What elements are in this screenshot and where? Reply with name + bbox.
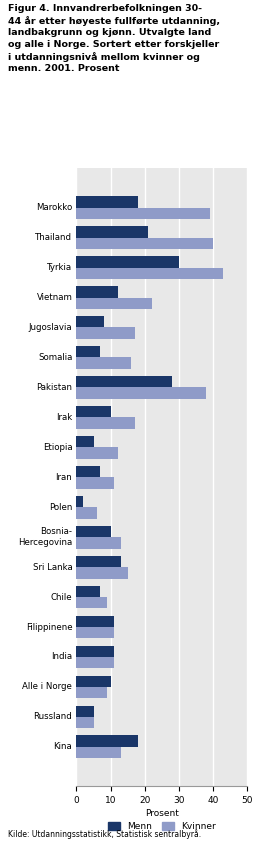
Bar bbox=[76, 346, 100, 357]
Bar bbox=[76, 267, 223, 279]
Bar bbox=[76, 736, 137, 747]
Bar bbox=[76, 537, 120, 548]
Bar bbox=[76, 747, 120, 759]
Bar bbox=[76, 298, 151, 309]
Bar bbox=[76, 706, 93, 717]
Text: Figur 4. Innvandrerbefolkningen 30-
44 år etter høyeste fullførte utdanning,
lan: Figur 4. Innvandrerbefolkningen 30- 44 å… bbox=[8, 4, 219, 73]
Bar bbox=[76, 196, 137, 208]
Bar bbox=[76, 417, 134, 429]
Bar bbox=[76, 376, 171, 388]
Text: Kilde: Utdanningsstatistikk, Statistisk sentralbyrå.: Kilde: Utdanningsstatistikk, Statistisk … bbox=[8, 829, 200, 839]
Bar bbox=[76, 208, 209, 219]
Bar bbox=[76, 466, 100, 478]
Bar bbox=[76, 316, 103, 327]
Bar bbox=[76, 286, 117, 298]
Bar bbox=[76, 567, 127, 579]
Bar bbox=[76, 238, 212, 249]
Bar bbox=[76, 526, 110, 537]
Bar bbox=[76, 687, 107, 698]
Bar bbox=[76, 675, 110, 687]
Bar bbox=[76, 597, 107, 609]
Bar bbox=[76, 357, 131, 369]
Bar bbox=[76, 436, 93, 447]
Bar bbox=[76, 226, 148, 238]
Bar bbox=[76, 447, 117, 458]
Bar bbox=[76, 717, 93, 728]
Bar bbox=[76, 257, 178, 267]
Bar bbox=[76, 327, 134, 339]
Bar bbox=[76, 627, 114, 638]
Bar bbox=[76, 406, 110, 417]
Bar bbox=[76, 556, 120, 567]
Bar bbox=[76, 388, 205, 399]
Bar bbox=[76, 616, 114, 627]
Bar bbox=[76, 478, 114, 489]
Bar bbox=[76, 585, 100, 597]
X-axis label: Prosent: Prosent bbox=[145, 809, 178, 818]
Bar bbox=[76, 657, 114, 669]
Bar bbox=[76, 507, 97, 519]
Bar bbox=[76, 646, 114, 657]
Bar bbox=[76, 496, 83, 507]
Legend: Menn, Kvinner: Menn, Kvinner bbox=[104, 818, 219, 834]
